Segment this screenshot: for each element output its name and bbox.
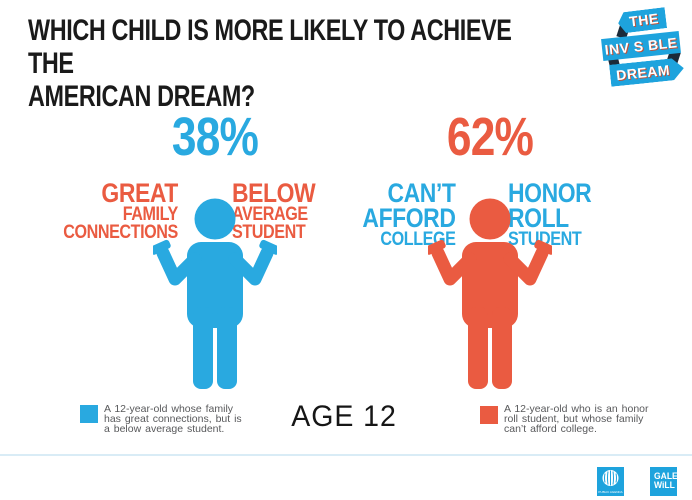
legend-text-blue: A 12-year-old whose family has great con…	[104, 403, 242, 435]
logo-ribbon-the: THE	[617, 7, 667, 34]
person-figure-orange	[424, 197, 556, 389]
page-title: WHICH CHILD IS MORE LIKELY TO ACHIEVE TH…	[28, 14, 512, 113]
public-agenda-logo: PUBLIC AGENDA	[597, 467, 624, 496]
label-below-average-student: BELOW AVERAGE STUDENT	[232, 178, 316, 243]
page-title-line1: WHICH CHILD IS MORE LIKELY TO ACHIEVE TH…	[28, 14, 512, 80]
percent-value-left: 38%	[171, 107, 259, 167]
label-great-family-connections: GREAT FAMILY CONNECTIONS	[63, 178, 178, 243]
legend-text-orange: A 12-year-old who is an honor roll stude…	[504, 403, 649, 435]
page-title-line2: AMERICAN DREAM?	[28, 80, 255, 113]
shrug-person-icon	[424, 198, 556, 389]
gale-will-logo: GALE WiLL	[650, 467, 678, 496]
percent-value-right: 62%	[446, 107, 534, 167]
invisible-dream-logo: THE INV S BLE DREAM	[601, 6, 688, 92]
age-label: AGE 12	[291, 400, 397, 433]
footer-divider	[0, 454, 692, 456]
legend-swatch-orange	[480, 406, 498, 424]
person-figure-blue	[149, 197, 281, 389]
shrug-person-icon	[149, 198, 281, 389]
legend-swatch-blue	[80, 405, 98, 423]
public-agenda-label: PUBLIC AGENDA	[598, 490, 622, 494]
public-agenda-emblem-icon: PUBLIC AGENDA	[597, 467, 624, 496]
logo-ribbon-dream: DREAM	[609, 57, 685, 87]
label-honor-roll-student: HONOR ROLL STUDENT	[508, 178, 592, 250]
